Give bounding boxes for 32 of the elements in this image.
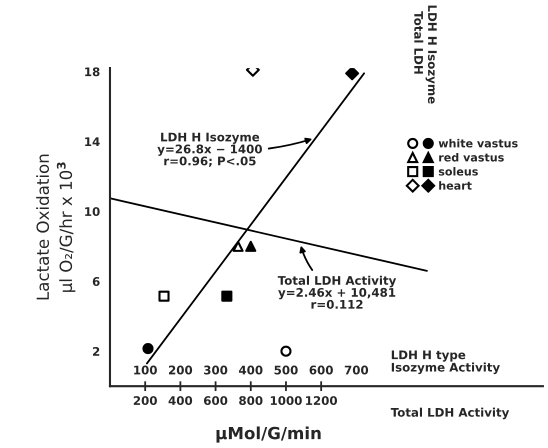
point — [280, 346, 292, 357]
legend-label: red vastus — [439, 152, 504, 162]
annotation: LDH H Isozyme — [426, 6, 437, 104]
annotation: LDH H Isozyme y=26.8x − 1400 r=0.96; P<.05 — [157, 132, 262, 167]
text: Total LDH Activity — [390, 408, 510, 420]
x-tick-label: 600 — [204, 396, 228, 406]
y-tick-label: 18 — [85, 67, 100, 76]
x2-tick-label: 700 — [344, 366, 368, 374]
legend-label: white vastus — [438, 138, 518, 148]
x2-axis-title: LDH H type Isozyme Activity — [392, 350, 500, 374]
x2-tick-label: 300 — [204, 366, 228, 374]
x-tick-label: 400 — [168, 396, 192, 406]
x-tick-label: 200 — [134, 396, 157, 406]
x2-tick-label: 100 — [134, 366, 157, 374]
annotation: Total LDH Activity y=2.46x + 10,481 r=0.112 — [278, 276, 396, 309]
legend-label: heart — [439, 181, 472, 190]
x2-tick-label: 200 — [168, 366, 192, 374]
x-tick-label: 1200 — [306, 396, 338, 406]
y-tick-label: 2 — [92, 346, 100, 356]
x2-tick-label: 600 — [310, 366, 333, 374]
x-tick-label: 1000 — [270, 396, 302, 406]
y-axis-title: Lactate Oxidation μl O₂/G/hr x 10$^{3}$ — [36, 154, 76, 300]
x2-tick-label: 400 — [238, 366, 263, 374]
y-tick-label: 6 — [92, 277, 100, 286]
y-tick-label: 10 — [85, 207, 100, 216]
x-tick-label: 800 — [239, 396, 263, 406]
x2-tick-label: 500 — [274, 366, 298, 374]
annotation: Total LDH — [414, 11, 424, 74]
point — [158, 290, 170, 302]
y-tick-label: 14 — [85, 137, 100, 146]
x-axis-title: μMol/G/min — [216, 426, 321, 443]
legend-label: soleus — [438, 167, 478, 176]
